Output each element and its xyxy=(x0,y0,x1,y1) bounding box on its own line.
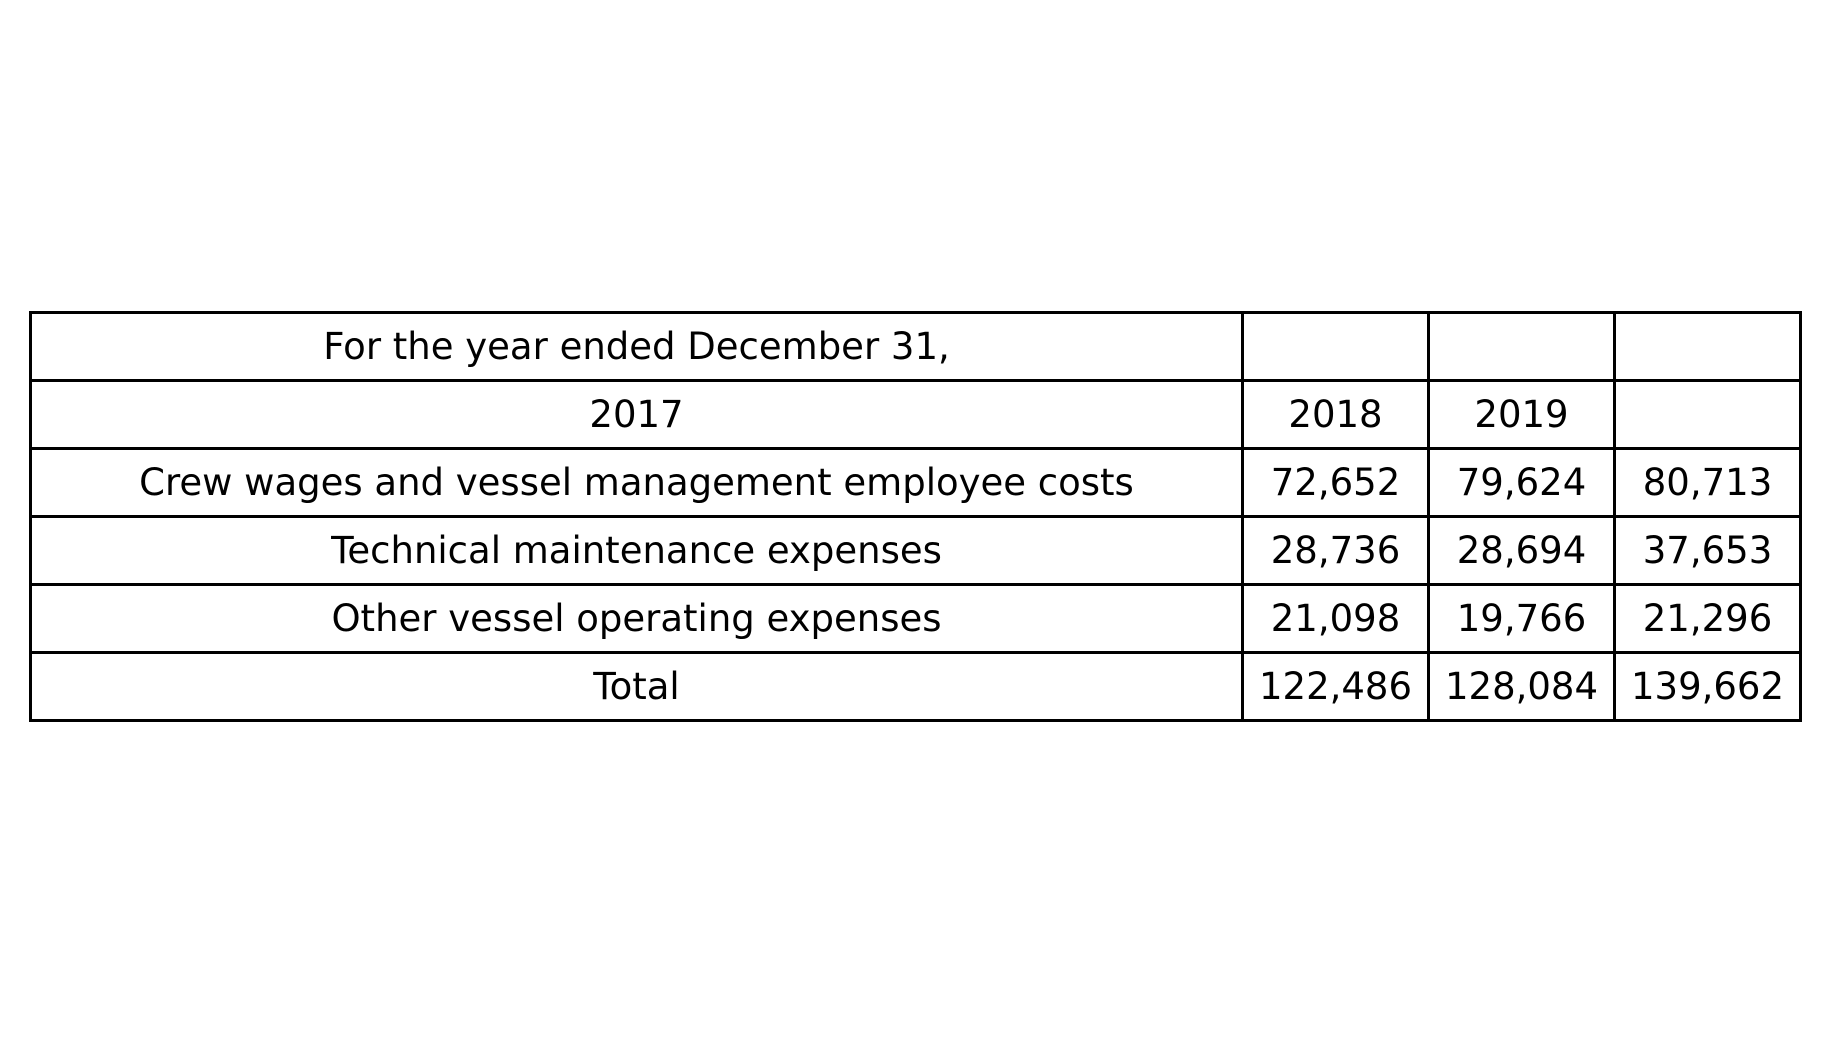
table-cell: Crew wages and vessel management employe… xyxy=(29,447,1244,518)
table-cell: 79,624 xyxy=(1427,447,1616,518)
table-cell: Total xyxy=(29,651,1244,722)
table-row: Other vessel operating expenses 21,098 1… xyxy=(29,583,1802,654)
table-cell xyxy=(1427,311,1616,382)
table-cell: 80,713 xyxy=(1613,447,1802,518)
table-cell: 128,084 xyxy=(1427,651,1616,722)
table-cell: 37,653 xyxy=(1613,515,1802,586)
table-cell: 2017 xyxy=(29,379,1244,450)
table-cell: 2018 xyxy=(1241,379,1430,450)
table-row: Crew wages and vessel management employe… xyxy=(29,447,1802,518)
table-cell xyxy=(1613,311,1802,382)
table-cell: 21,098 xyxy=(1241,583,1430,654)
table-cell: 72,652 xyxy=(1241,447,1430,518)
table-cell xyxy=(1241,311,1430,382)
table-cell: 21,296 xyxy=(1613,583,1802,654)
table-cell: 28,694 xyxy=(1427,515,1616,586)
table-cell: 19,766 xyxy=(1427,583,1616,654)
table-cell xyxy=(1613,379,1802,450)
table-row: For the year ended December 31, xyxy=(29,311,1802,382)
table-row: Technical maintenance expenses 28,736 28… xyxy=(29,515,1802,586)
table-row: Total 122,486 128,084 139,662 xyxy=(29,651,1802,722)
table-cell: 28,736 xyxy=(1241,515,1430,586)
table-cell: 2019 xyxy=(1427,379,1616,450)
table-cell: For the year ended December 31, xyxy=(29,311,1244,382)
table-cell: 122,486 xyxy=(1241,651,1430,722)
table-cell: Technical maintenance expenses xyxy=(29,515,1244,586)
data-table: For the year ended December 31, 2017 201… xyxy=(29,311,1802,722)
table-cell: 139,662 xyxy=(1613,651,1802,722)
table-cell: Other vessel operating expenses xyxy=(29,583,1244,654)
table-row: 2017 2018 2019 xyxy=(29,379,1802,450)
